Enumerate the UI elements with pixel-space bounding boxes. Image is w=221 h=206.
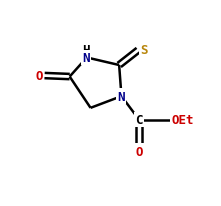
- Text: N: N: [82, 52, 90, 65]
- Text: O: O: [135, 145, 143, 158]
- Text: OEt: OEt: [172, 114, 194, 126]
- Text: N: N: [118, 90, 125, 103]
- Text: O: O: [35, 70, 43, 83]
- Text: H: H: [82, 44, 90, 56]
- Text: S: S: [141, 44, 148, 57]
- Text: C: C: [135, 114, 143, 126]
